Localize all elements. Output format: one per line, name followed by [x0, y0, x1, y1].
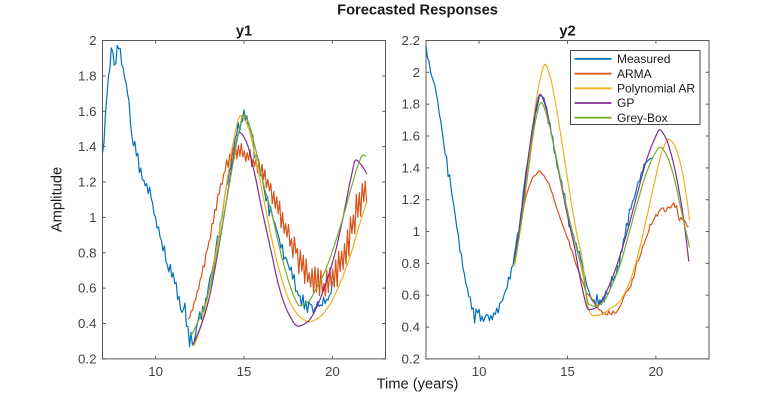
svg-text:10: 10: [472, 364, 487, 379]
svg-text:Amplitude: Amplitude: [50, 167, 66, 232]
svg-text:20: 20: [649, 364, 664, 379]
svg-text:Grey-Box: Grey-Box: [617, 111, 668, 125]
svg-text:0.8: 0.8: [78, 245, 97, 260]
svg-text:1.2: 1.2: [402, 192, 421, 207]
svg-text:0.2: 0.2: [402, 351, 421, 366]
svg-text:1.6: 1.6: [78, 104, 97, 119]
svg-text:15: 15: [237, 364, 252, 379]
svg-text:1.4: 1.4: [402, 160, 421, 175]
svg-text:0.8: 0.8: [402, 256, 421, 271]
svg-text:Measured: Measured: [617, 52, 670, 66]
svg-text:Time (years): Time (years): [377, 377, 459, 393]
svg-text:1.2: 1.2: [78, 175, 97, 190]
svg-text:y1: y1: [236, 23, 252, 39]
svg-text:1.8: 1.8: [78, 68, 97, 83]
svg-text:2: 2: [89, 33, 96, 48]
svg-text:Forecasted Responses: Forecasted Responses: [337, 3, 498, 19]
svg-text:1: 1: [413, 224, 420, 239]
svg-text:0.6: 0.6: [402, 288, 421, 303]
svg-text:10: 10: [148, 364, 163, 379]
svg-text:1.8: 1.8: [402, 97, 421, 112]
svg-text:GP: GP: [617, 96, 634, 110]
svg-text:20: 20: [325, 364, 340, 379]
svg-text:2: 2: [413, 65, 420, 80]
svg-text:0.2: 0.2: [78, 351, 97, 366]
svg-text:Polynomial AR: Polynomial AR: [617, 82, 695, 96]
svg-text:15: 15: [560, 364, 575, 379]
svg-text:1.6: 1.6: [402, 129, 421, 144]
svg-text:1: 1: [89, 210, 96, 225]
svg-text:1.4: 1.4: [78, 139, 97, 154]
svg-text:0.6: 0.6: [78, 281, 97, 296]
svg-text:2.2: 2.2: [402, 33, 421, 48]
svg-text:ARMA: ARMA: [617, 67, 652, 81]
svg-text:0.4: 0.4: [78, 316, 97, 331]
svg-text:0.4: 0.4: [402, 320, 421, 335]
svg-text:y2: y2: [559, 23, 575, 39]
